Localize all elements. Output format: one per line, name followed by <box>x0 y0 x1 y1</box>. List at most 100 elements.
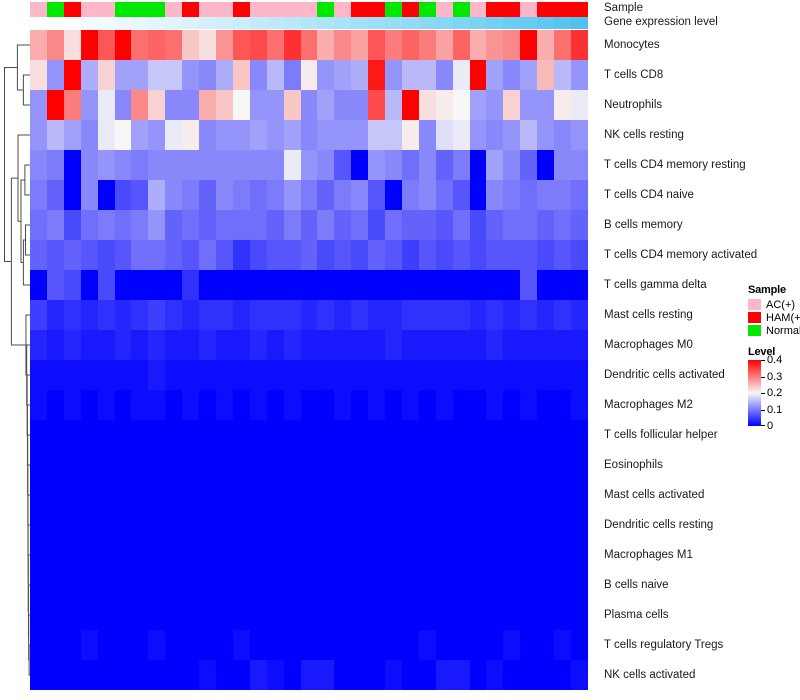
heatmap-cell <box>469 600 487 630</box>
heatmap-cell <box>351 390 369 420</box>
heatmap-cell <box>283 270 301 300</box>
gene-expression-annotation-cell <box>452 17 470 29</box>
heatmap-cell <box>232 120 250 150</box>
heatmap-cell <box>114 120 132 150</box>
heatmap-cell <box>368 210 386 240</box>
heatmap-cell <box>148 510 166 540</box>
heatmap-cell <box>554 60 571 90</box>
heatmap-cell <box>131 180 149 210</box>
heatmap-cell <box>182 300 200 330</box>
heatmap-cell <box>215 90 233 120</box>
heatmap-cell <box>571 150 588 180</box>
heatmap-cell <box>199 240 216 270</box>
heatmap-cell <box>131 90 149 120</box>
heatmap-cell <box>249 510 267 540</box>
heatmap-cell <box>232 630 250 660</box>
heatmap-cell <box>368 360 386 390</box>
heatmap-cell <box>435 390 453 420</box>
heatmap-cell <box>503 240 521 270</box>
dendrogram-link <box>5 68 18 262</box>
heatmap-cell <box>368 270 386 300</box>
sample-annotation-cell <box>368 2 386 17</box>
heatmap-cell <box>351 90 369 120</box>
heatmap-cell <box>385 180 402 210</box>
heatmap-cell <box>30 60 47 90</box>
row-label: T cells CD4 memory resting <box>604 159 746 171</box>
heatmap-row <box>30 660 588 690</box>
heatmap-cell <box>283 90 301 120</box>
sample-annotation-cell <box>385 2 402 17</box>
heatmap-cell <box>554 180 571 210</box>
heatmap-cell <box>283 330 301 360</box>
sample-legend-item: Normal <box>748 324 800 337</box>
heatmap-cell <box>63 330 81 360</box>
heatmap-cell <box>503 120 521 150</box>
heatmap-cell <box>148 390 166 420</box>
heatmap-cell <box>300 360 318 390</box>
heatmap-cell <box>469 30 487 60</box>
heatmap-cell <box>165 630 183 660</box>
heatmap-cell <box>486 210 504 240</box>
gene-expression-annotation-cell <box>503 17 521 29</box>
heatmap-cell <box>452 240 470 270</box>
heatmap-cell <box>232 510 250 540</box>
heatmap-cell <box>334 360 352 390</box>
heatmap-cell <box>63 210 81 240</box>
heatmap-cell <box>114 330 132 360</box>
heatmap-cell <box>334 630 352 660</box>
heatmap-cell <box>571 60 588 90</box>
heatmap-cell <box>385 240 402 270</box>
heatmap-cell <box>199 360 216 390</box>
heatmap-cell <box>80 240 98 270</box>
heatmap-cell <box>300 600 318 630</box>
heatmap-cell <box>385 270 402 300</box>
gene-expression-annotation-bar <box>30 17 588 29</box>
heatmap-cell <box>30 30 47 60</box>
heatmap-cell <box>537 600 555 630</box>
heatmap-cell <box>503 660 521 690</box>
heatmap-cell <box>63 270 81 300</box>
heatmap-cell <box>571 240 588 270</box>
heatmap-cell <box>571 300 588 330</box>
heatmap-cell <box>165 270 183 300</box>
heatmap-cell <box>165 300 183 330</box>
heatmap-cell <box>469 270 487 300</box>
heatmap-cell <box>300 60 318 90</box>
heatmap-cell <box>249 420 267 450</box>
heatmap-cell <box>30 570 47 600</box>
heatmap-cell <box>452 300 470 330</box>
heatmap-cell <box>300 480 318 510</box>
heatmap-cell <box>266 540 284 570</box>
heatmap-cell <box>385 600 402 630</box>
heatmap-cell <box>63 150 81 180</box>
heatmap-cell <box>300 390 318 420</box>
level-legend: Level 0.4 0.3 0.2 0.1 0 <box>748 346 800 432</box>
heatmap-cell <box>232 150 250 180</box>
gene-expression-annotation-cell <box>97 17 115 29</box>
gene-expression-annotation-cell <box>232 17 250 29</box>
heatmap-cell <box>452 180 470 210</box>
heatmap-cell <box>148 330 166 360</box>
heatmap-cell <box>63 570 81 600</box>
heatmap-cell <box>266 240 284 270</box>
heatmap-cell <box>97 570 115 600</box>
heatmap-cell <box>537 210 555 240</box>
heatmap-cell <box>114 630 132 660</box>
heatmap-cell <box>199 270 216 300</box>
heatmap-cell <box>266 480 284 510</box>
heatmap-cell <box>385 660 402 690</box>
heatmap-cell <box>554 270 571 300</box>
heatmap-row <box>30 630 588 660</box>
heatmap-cell <box>486 60 504 90</box>
heatmap-cell <box>571 660 588 690</box>
heatmap-cell <box>537 420 555 450</box>
heatmap-cell <box>351 330 369 360</box>
heatmap-cell <box>452 630 470 660</box>
heatmap-cell <box>63 390 81 420</box>
heatmap-cell <box>418 570 436 600</box>
row-label: T cells CD4 memory activated <box>604 249 758 261</box>
heatmap-cell <box>266 180 284 210</box>
heatmap-cell <box>317 450 335 480</box>
heatmap-cell <box>537 570 555 600</box>
heatmap-cell <box>317 600 335 630</box>
